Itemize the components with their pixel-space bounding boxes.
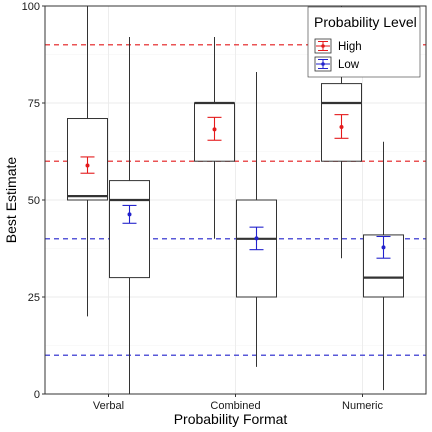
y-tick-label: 50	[28, 195, 40, 207]
legend-label-high: High	[338, 41, 362, 53]
y-tick-label: 0	[34, 389, 40, 401]
box-low	[236, 199, 277, 298]
legend: Probability Level High Low	[307, 6, 421, 78]
mean-point-high	[85, 163, 90, 168]
y-tick-label: 25	[28, 292, 40, 304]
x-axis-title: Probability Format	[174, 411, 288, 427]
y-axis-title: Best Estimate	[3, 157, 19, 244]
mean-point-low	[127, 212, 132, 217]
y-tick-label: 100	[22, 1, 40, 13]
box-low	[109, 180, 150, 279]
legend-title: Probability Level	[314, 14, 417, 30]
axes: 0 25 50 75 100 Verbal Combined Numeric	[22, 1, 384, 412]
mean-point-high	[339, 125, 344, 130]
x-tick-label: Verbal	[93, 400, 124, 412]
y-tick-label: 75	[28, 98, 40, 110]
x-tick-label: Numeric	[342, 400, 383, 412]
mean-point-high	[212, 127, 217, 132]
x-tick-label: Combined	[210, 400, 260, 412]
mean-markers	[80, 114, 391, 259]
box-high	[321, 83, 362, 162]
legend-key-point-high	[321, 44, 325, 48]
boxplots	[67, 6, 404, 394]
legend-label-low: Low	[338, 59, 360, 71]
legend-items: High Low	[314, 38, 362, 72]
mean-point-low	[254, 236, 259, 241]
mean-point-low	[381, 245, 386, 250]
legend-key-point-low	[321, 62, 325, 66]
